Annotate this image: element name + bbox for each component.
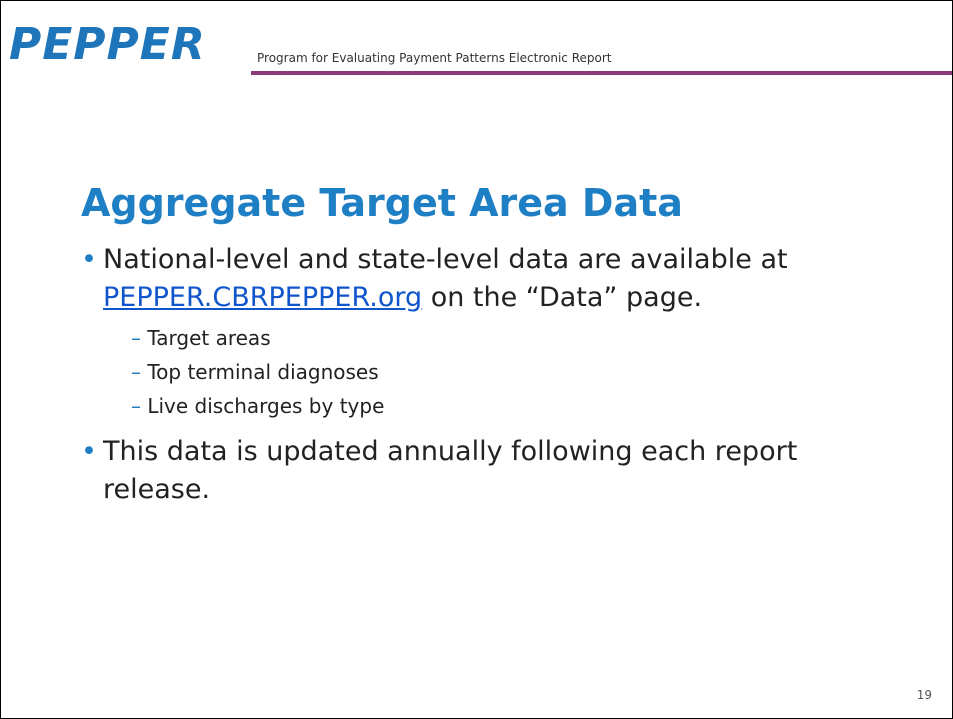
title: Aggregate Target Area Data — [81, 181, 683, 225]
content: National-level and state-level data are … — [81, 241, 901, 509]
text: National-level and state-level data are … — [103, 244, 788, 275]
page-number: 19 — [916, 688, 932, 702]
subitem: Live discharges by type — [131, 389, 901, 423]
bullet: This data is updated annually following … — [81, 433, 901, 509]
text: on the “Data” page. — [430, 282, 703, 313]
logo: PEPPER — [9, 19, 206, 70]
subitem: Target areas — [131, 321, 901, 355]
header-rule — [251, 71, 952, 75]
link[interactable]: PEPPER.CBRPEPPER.org — [103, 282, 423, 313]
subitem: Top terminal diagnoses — [131, 355, 901, 389]
tagline: Program for Evaluating Payment Patterns … — [257, 51, 612, 65]
bullet: National-level and state-level data are … — [81, 241, 901, 423]
sublist: Target areas Top terminal diagnoses Live… — [131, 321, 901, 423]
